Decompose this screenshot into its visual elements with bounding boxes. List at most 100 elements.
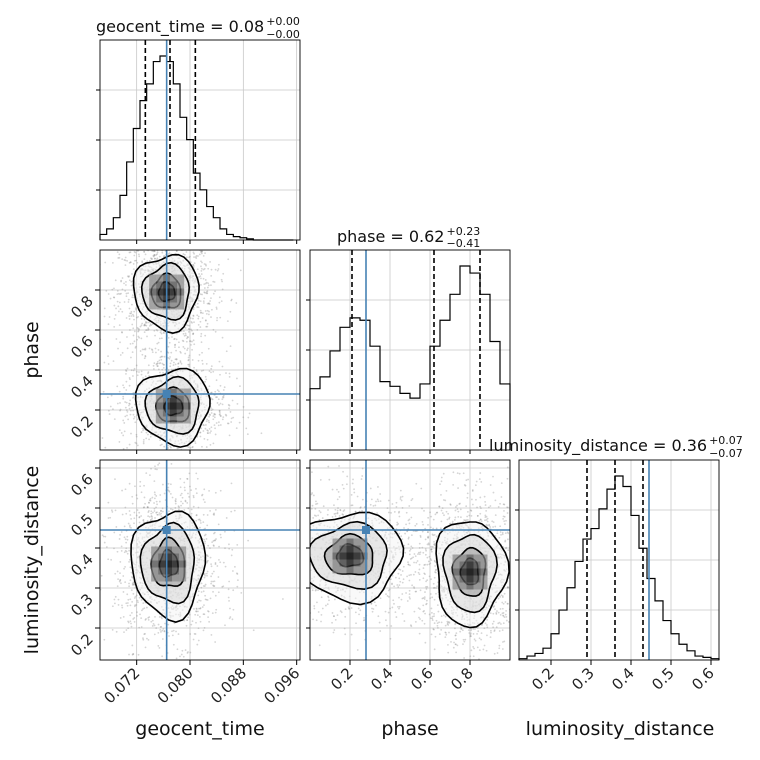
sample-point <box>142 506 145 509</box>
sample-point <box>182 340 185 343</box>
sample-point <box>175 250 178 253</box>
sample-point <box>122 395 125 398</box>
sample-point <box>286 560 288 562</box>
sample-point <box>199 309 202 312</box>
sample-point <box>207 282 210 285</box>
sample-point <box>393 511 396 513</box>
sample-point <box>107 355 109 358</box>
sample-point <box>126 604 129 607</box>
sample-point <box>131 601 134 603</box>
sample-point <box>398 510 401 513</box>
sample-point <box>291 510 293 512</box>
sample-point <box>203 604 205 607</box>
sample-point <box>199 275 202 278</box>
sample-point <box>134 595 137 598</box>
density-pixel <box>176 402 184 410</box>
sample-point <box>183 334 186 337</box>
sample-point <box>186 478 189 480</box>
sample-point <box>406 600 409 602</box>
sample-point <box>201 606 204 608</box>
sample-point <box>281 512 283 514</box>
sample-point <box>200 311 203 314</box>
sample-point <box>225 414 228 417</box>
sample-point <box>132 375 134 377</box>
sample-point <box>352 663 354 665</box>
sample-point <box>119 579 122 582</box>
sample-point <box>129 329 131 331</box>
sample-point <box>123 536 126 539</box>
sample-point <box>115 526 118 528</box>
sample-point <box>169 454 171 456</box>
sample-point <box>131 653 134 656</box>
sample-point <box>286 562 288 564</box>
sample-point <box>197 594 200 597</box>
sample-point <box>278 505 280 507</box>
sample-point <box>154 334 156 337</box>
density-pixel <box>151 546 159 554</box>
sample-point <box>174 358 177 361</box>
sample-point <box>133 517 136 520</box>
panel-luminosity-distance-vs-geocent-time <box>99 459 301 661</box>
sample-point <box>144 487 146 489</box>
density-pixel <box>172 553 180 561</box>
sample-point <box>198 273 201 275</box>
sample-point <box>170 244 172 246</box>
sample-point <box>197 315 200 318</box>
sample-point <box>125 401 128 404</box>
sample-point <box>155 233 157 235</box>
sample-point <box>426 563 429 566</box>
sample-point <box>138 521 141 524</box>
sample-point <box>124 565 126 568</box>
sample-point <box>162 371 164 374</box>
sample-point <box>216 316 219 319</box>
sample-point <box>359 506 362 509</box>
sample-point <box>198 518 201 521</box>
sample-point <box>311 471 313 474</box>
sample-point <box>131 303 133 306</box>
sample-point <box>151 625 154 627</box>
sample-point <box>201 261 203 264</box>
sample-point <box>195 255 198 257</box>
sample-point <box>196 314 199 317</box>
sample-point <box>199 526 201 529</box>
sample-point <box>140 315 143 317</box>
sample-point <box>424 612 426 615</box>
sample-point <box>187 507 190 510</box>
sample-point <box>176 447 179 450</box>
sample-point <box>209 556 212 559</box>
sample-point <box>301 458 303 460</box>
sample-point <box>246 433 249 436</box>
sample-point <box>171 248 173 250</box>
sample-point <box>188 363 191 366</box>
sample-point <box>290 561 292 563</box>
sample-point <box>141 261 144 264</box>
sample-point <box>136 611 138 614</box>
sample-point <box>188 328 191 331</box>
sample-point <box>331 612 334 614</box>
sample-point <box>142 440 145 443</box>
sample-point <box>113 304 116 307</box>
sample-point <box>118 324 121 327</box>
sample-point <box>144 502 146 505</box>
sample-point <box>150 348 153 351</box>
sample-point <box>140 240 142 242</box>
sample-point <box>208 427 211 430</box>
sample-point <box>134 308 137 311</box>
sample-point <box>199 293 202 296</box>
sample-point <box>198 276 200 279</box>
sample-point <box>327 595 329 598</box>
sample-point <box>161 355 164 358</box>
sample-point <box>127 418 130 421</box>
sample-point <box>147 244 149 246</box>
sample-point <box>201 250 203 253</box>
sample-point <box>128 525 131 528</box>
sample-point <box>213 580 216 583</box>
sample-point <box>148 501 150 504</box>
sample-point <box>136 444 139 447</box>
sample-point <box>180 351 182 354</box>
sample-point <box>224 547 226 550</box>
sample-point <box>234 527 236 529</box>
sample-point <box>180 362 183 365</box>
sample-point <box>118 253 121 256</box>
sample-point <box>215 396 217 399</box>
